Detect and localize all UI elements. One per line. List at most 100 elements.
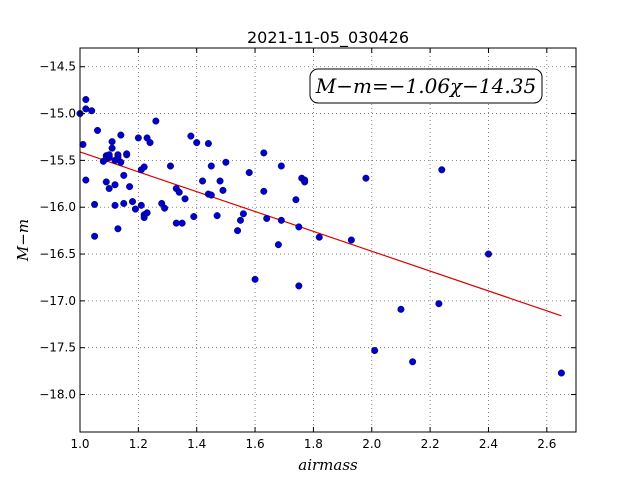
data-point [409, 358, 417, 366]
data-point [117, 131, 125, 139]
fit-line-group [79, 151, 562, 317]
data-point [260, 187, 268, 195]
data-point [219, 186, 227, 194]
chart-title: 2021-11-05_030426 [247, 28, 409, 48]
data-point [175, 188, 183, 196]
y-tick-label: −15.0 [39, 107, 76, 121]
data-point [166, 162, 174, 170]
data-point [435, 300, 443, 308]
x-tick-label: 2.4 [479, 437, 498, 451]
data-point [102, 178, 110, 186]
data-point [108, 138, 116, 146]
fit-equation-text: M−m=−1.06χ−14.35 [315, 74, 536, 98]
data-point [274, 241, 282, 249]
data-point [199, 177, 207, 185]
data-point [131, 205, 139, 213]
y-tick-label: −15.5 [39, 153, 76, 167]
data-point [438, 166, 446, 174]
data-point [143, 209, 151, 217]
data-point [277, 162, 285, 170]
data-point [181, 195, 189, 203]
data-point [105, 151, 113, 159]
fit-equation-box: M−m=−1.06χ−14.35 [309, 68, 543, 104]
axis-ticks [79, 48, 576, 432]
x-tick-label: 1.8 [304, 437, 323, 451]
data-point [371, 347, 379, 355]
data-point [190, 213, 198, 221]
data-point [207, 191, 215, 199]
y-tick-label: −17.0 [39, 294, 76, 308]
data-point [88, 107, 96, 115]
data-point [178, 219, 186, 227]
data-point [129, 198, 137, 206]
data-point [123, 150, 131, 158]
data-point [108, 144, 116, 152]
data-point [213, 212, 221, 220]
x-tick-label: 1.4 [187, 437, 206, 451]
data-point [91, 200, 99, 208]
data-point [91, 232, 99, 240]
data-point [152, 117, 160, 125]
data-point [114, 225, 122, 233]
data-point [120, 171, 128, 179]
y-tick-labels: −14.5 −15.0 −15.5 −16.0 −16.5 −17.0 −17.5 −18.0 [39, 60, 76, 402]
y-axis-label: M−m [14, 219, 32, 262]
y-tick-label: −16.5 [39, 247, 76, 261]
data-point [137, 201, 145, 209]
data-point [134, 134, 142, 142]
data-point [295, 223, 303, 231]
data-point [161, 204, 169, 212]
data-point [362, 174, 370, 182]
data-point [172, 219, 180, 227]
data-point [292, 196, 300, 204]
data-point [239, 210, 247, 218]
data-point [260, 149, 268, 157]
data-point [193, 139, 201, 147]
data-point [315, 233, 323, 241]
data-point [295, 282, 303, 290]
x-tick-label: 2.2 [421, 437, 440, 451]
data-point [126, 183, 134, 191]
data-points [76, 96, 565, 377]
data-point [347, 236, 355, 244]
data-point [146, 139, 154, 147]
data-point [187, 132, 195, 140]
data-point [111, 201, 119, 209]
data-point [301, 176, 309, 184]
data-point [277, 216, 285, 224]
x-tick-label: 2.0 [362, 437, 381, 451]
data-point [204, 140, 212, 148]
data-point [140, 163, 148, 171]
grid-lines [79, 48, 576, 432]
y-tick-label: −14.5 [39, 60, 76, 74]
data-point [117, 158, 125, 166]
data-point [484, 250, 492, 258]
y-tick-label: −16.0 [39, 200, 76, 214]
data-point [207, 162, 215, 170]
x-tick-label: 1.2 [129, 437, 148, 451]
data-point [263, 214, 271, 222]
data-point [245, 169, 253, 177]
x-tick-labels: 1.0 1.2 1.4 1.6 1.8 2.0 2.2 2.4 2.6 [70, 437, 556, 451]
data-point [397, 305, 405, 313]
x-tick-label: 1.6 [246, 437, 265, 451]
data-point [82, 176, 90, 184]
data-point [216, 177, 224, 185]
data-point [251, 275, 259, 283]
x-tick-label: 2.6 [537, 437, 556, 451]
data-point [557, 369, 565, 377]
fit-equation-frame [309, 68, 543, 104]
data-point [120, 199, 128, 207]
fit-line [79, 151, 562, 317]
x-tick-label: 1.0 [70, 437, 89, 451]
data-point [94, 126, 102, 134]
data-point [79, 140, 87, 148]
data-point [234, 227, 242, 235]
x-axis-label: airmass [298, 456, 358, 474]
data-point [105, 184, 113, 192]
data-point [82, 96, 90, 104]
data-point [111, 181, 119, 189]
data-point [82, 105, 90, 113]
plot-frame [79, 47, 577, 433]
